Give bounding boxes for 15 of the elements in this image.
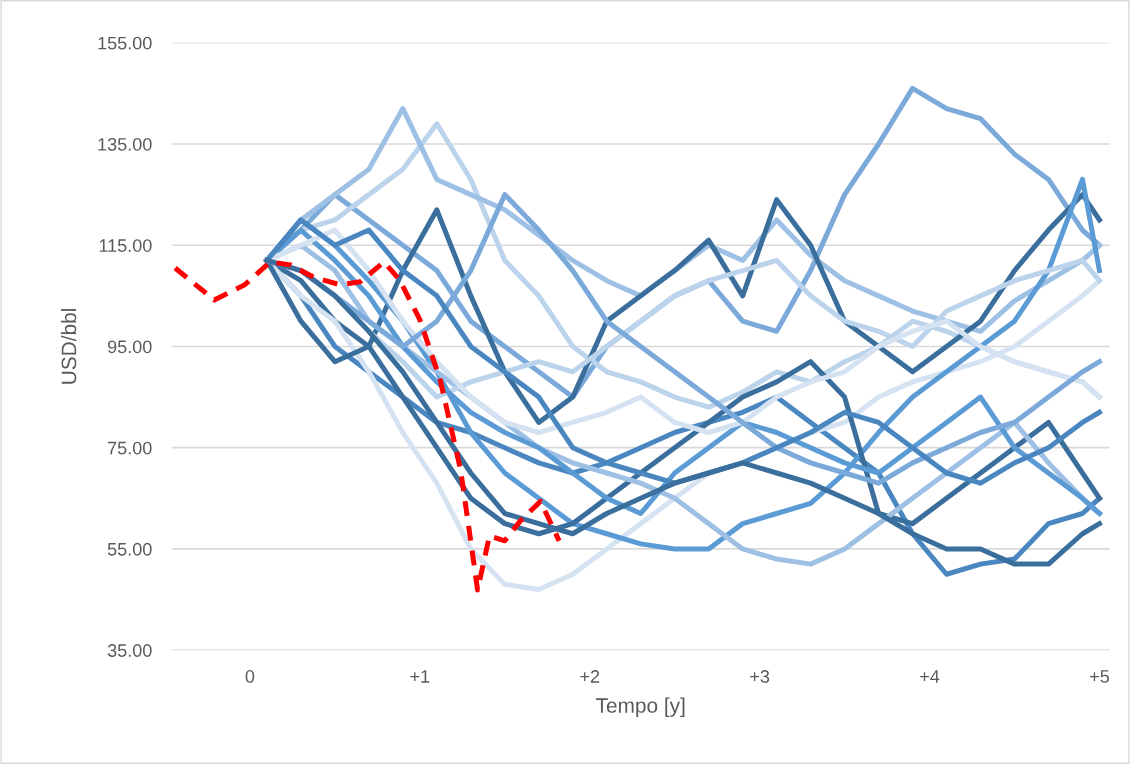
x-axis-title: Tempo [y] bbox=[596, 697, 685, 717]
x-tick-label: +1 bbox=[410, 670, 430, 683]
y-tick-label: 135.00 bbox=[98, 137, 152, 151]
x-tick-label: +4 bbox=[920, 670, 940, 683]
y-tick-label: 155.00 bbox=[98, 36, 152, 50]
y-axis-title: USD/bbl bbox=[61, 309, 77, 384]
y-tick-label: 115.00 bbox=[99, 239, 152, 252]
x-tick-label: 0 bbox=[245, 670, 255, 683]
x-tick-label: +2 bbox=[580, 670, 600, 683]
y-tick-label: 75.00 bbox=[108, 441, 152, 455]
y-tick-label: 35.00 bbox=[107, 644, 152, 657]
x-tick-label: +5 bbox=[1090, 670, 1109, 683]
x-tick-label: +3 bbox=[750, 670, 770, 683]
y-tick-label: 95.00 bbox=[107, 340, 152, 354]
y-tick-label: 55.00 bbox=[107, 542, 152, 556]
